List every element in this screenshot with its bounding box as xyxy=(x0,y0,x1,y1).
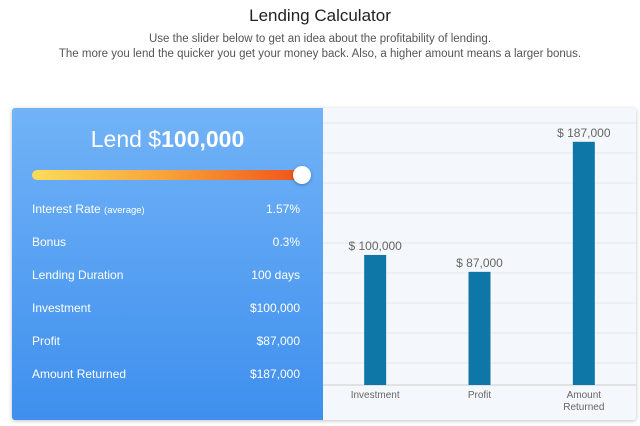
label-text: Investment xyxy=(32,301,91,315)
value-label: $ 87,000 xyxy=(456,256,503,270)
bar xyxy=(572,141,595,385)
label-text: Profit xyxy=(32,334,61,348)
chart-panel: $ 100,000 $ 87,000 $ 187,000 Investment Pro… xyxy=(323,108,636,420)
row-value: $100,000 xyxy=(249,301,300,315)
calculator-panel: Lend $100,000 Interest Rate (average) 1.5… xyxy=(12,108,323,420)
chart: $ 100,000 $ 87,000 $ 187,000 xyxy=(323,122,636,386)
row: Investment $100,000 xyxy=(32,301,300,315)
row-value: 1.57% xyxy=(265,202,300,216)
row-label: Investment xyxy=(32,301,91,315)
row-label: Lending Duration xyxy=(32,268,123,282)
label-text: Amount Returned xyxy=(32,367,127,381)
row: Amount Returned $187,000 xyxy=(32,367,300,381)
row-label: Interest Rate (average) xyxy=(32,202,145,216)
page-title: Lending Calculator xyxy=(249,6,391,25)
label-text: Lending Duration xyxy=(32,268,124,282)
description: Use the slider below to get an idea abou… xyxy=(148,33,492,45)
row-label: Profit xyxy=(32,334,60,348)
row: Bonus 0.3% xyxy=(32,235,300,249)
row-value: 100 days xyxy=(251,268,300,282)
bar xyxy=(364,254,387,385)
row-label: Bonus xyxy=(32,235,66,249)
row-label: Amount Returned xyxy=(32,367,126,381)
row-value: $87,000 xyxy=(256,334,300,348)
bar xyxy=(468,271,491,385)
label-text: Interest Rate xyxy=(32,202,101,216)
row: Interest Rate (average) 1.57% xyxy=(32,202,300,216)
row-value: 0.3% xyxy=(272,235,300,249)
lend-value: 100,000 xyxy=(161,126,245,152)
row-value: $187,000 xyxy=(249,367,300,381)
value-label: $ 100,000 xyxy=(348,239,402,253)
value-label: $ 187,000 xyxy=(557,126,611,140)
description: The more you lend the quicker you get yo… xyxy=(58,48,582,60)
row: Lending Duration 100 days xyxy=(32,268,300,282)
slider-track[interactable] xyxy=(32,170,302,180)
lend-prefix: Lend $ xyxy=(90,126,162,152)
x-tick-label: Profit xyxy=(467,390,492,401)
label-note: (average) xyxy=(104,205,145,216)
label-text: Bonus xyxy=(32,235,67,249)
row: Profit $87,000 xyxy=(32,334,300,348)
lend-amount: Lend $100,000 xyxy=(12,126,323,153)
x-tick-label: Amount Returned xyxy=(563,390,605,413)
calculator-card: Lend $100,000 Interest Rate (average) 1.5… xyxy=(12,108,636,420)
x-tick-label: Investment xyxy=(350,390,400,401)
slider-knob[interactable] xyxy=(293,166,311,184)
